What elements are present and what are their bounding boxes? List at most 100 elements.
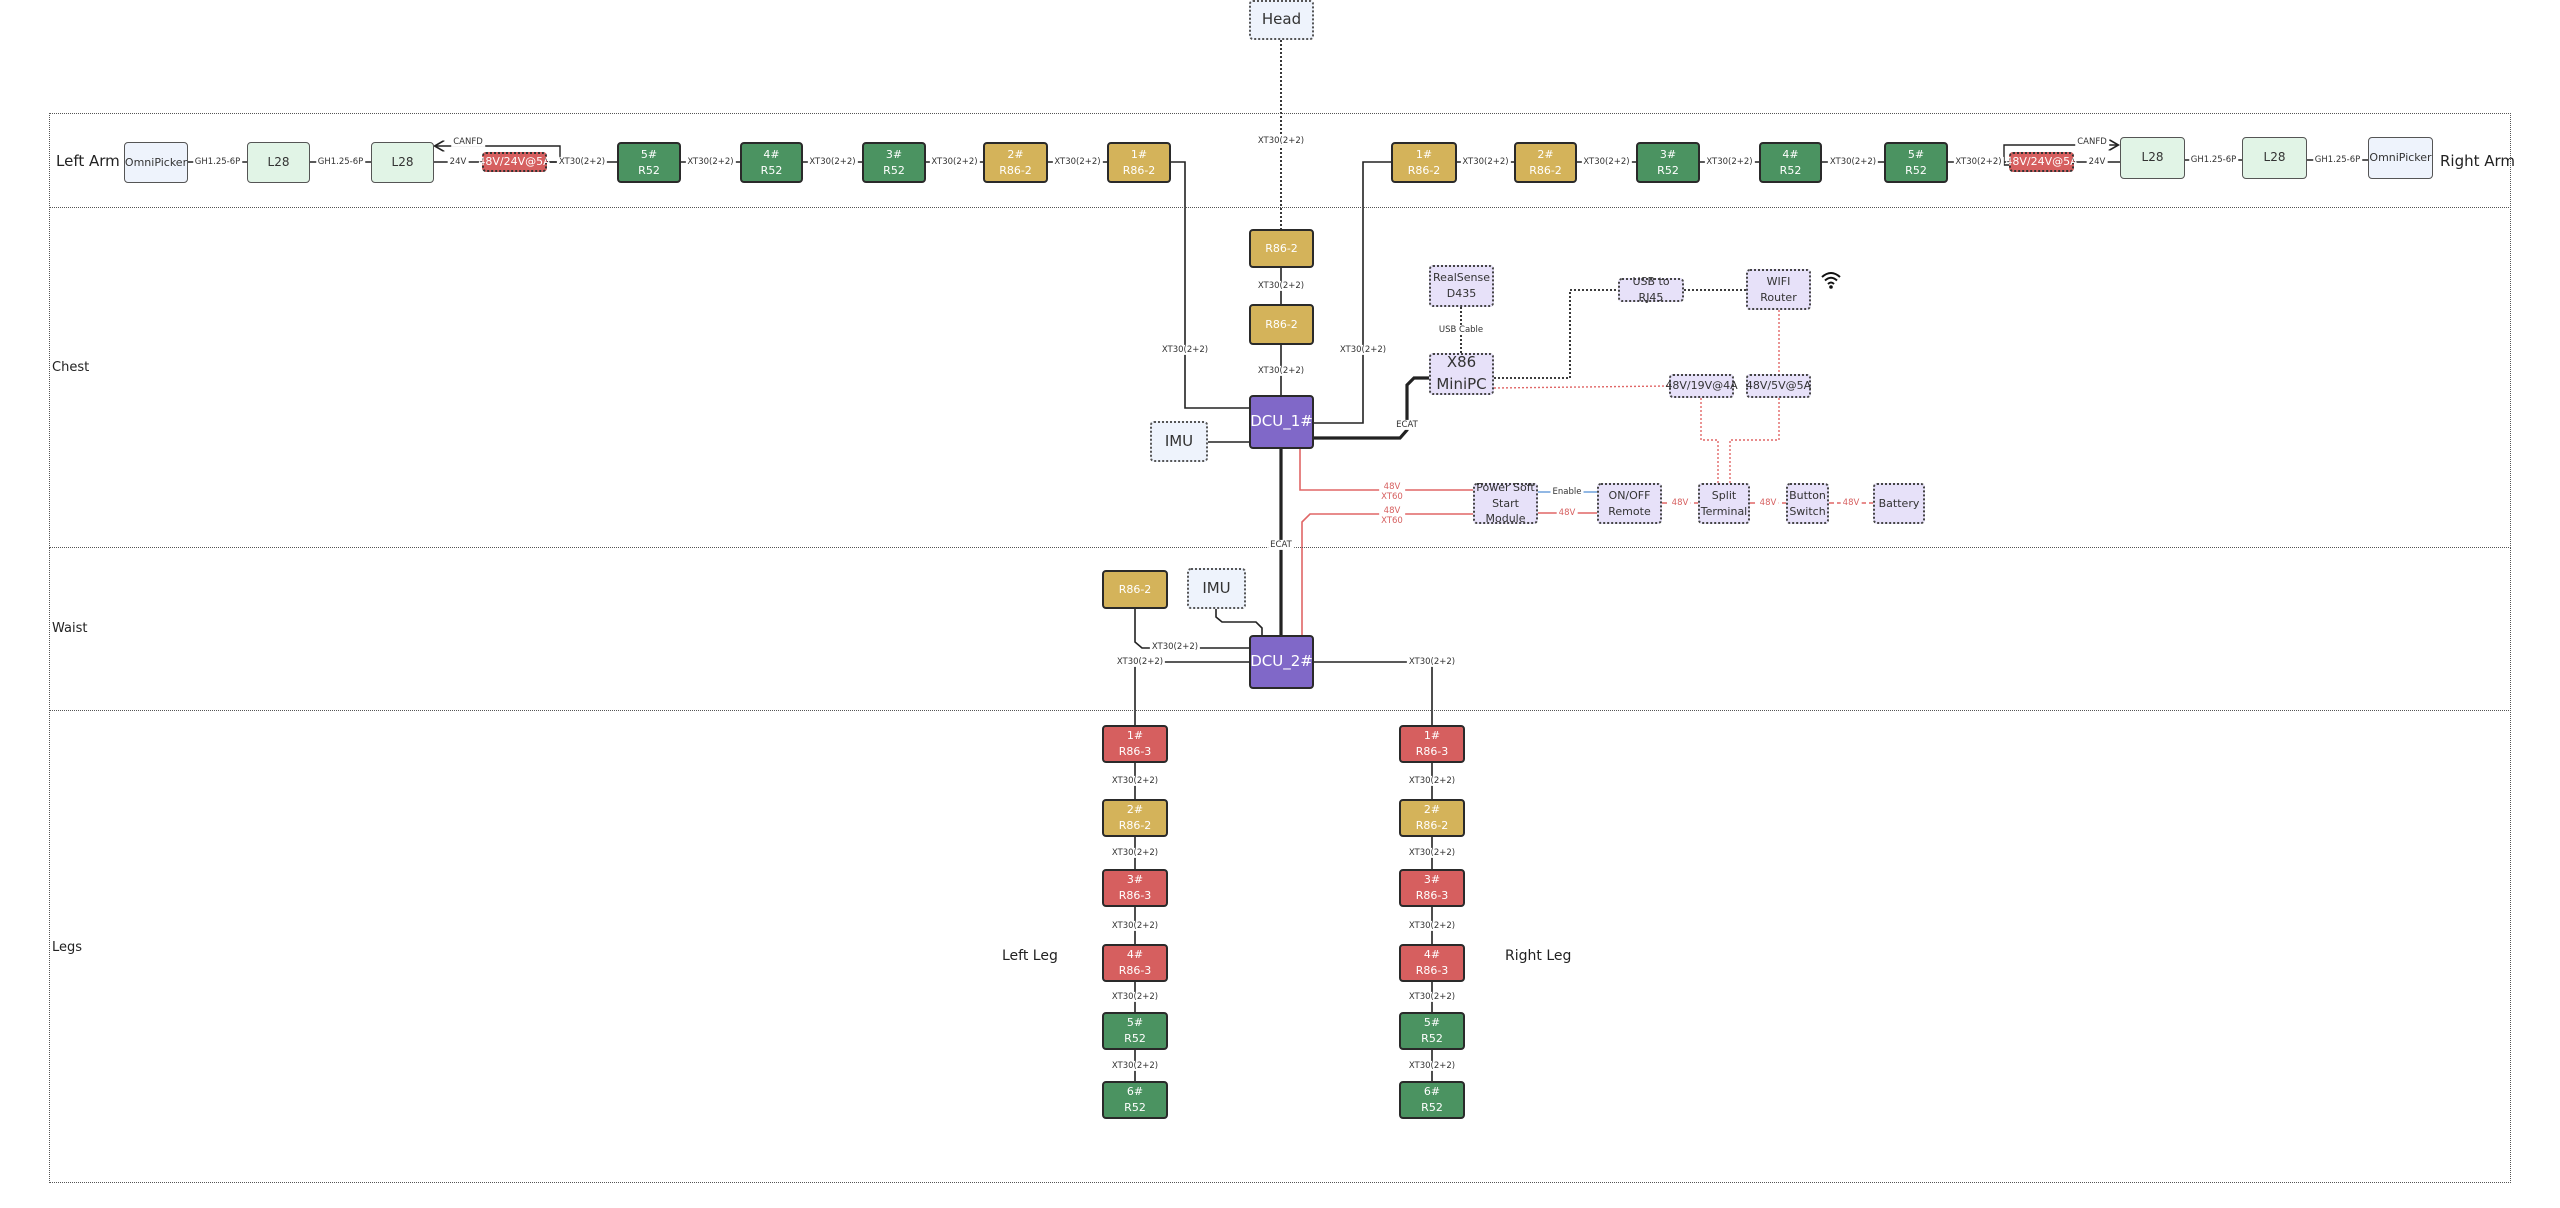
node-rl-1[interactable]: 1# R86-3 — [1399, 725, 1465, 763]
node-ra-1[interactable]: 1# R86-2 — [1391, 142, 1457, 183]
node-label: R86-3 — [1415, 889, 1449, 902]
node-label: 2# — [1423, 803, 1441, 817]
node-imu1[interactable]: IMU — [1150, 421, 1208, 462]
node-label: R52 — [883, 163, 905, 177]
connection-label-text: GH1.25-6P — [2190, 154, 2237, 165]
node-ra-omni[interactable]: OmniPicker — [2368, 137, 2433, 179]
node-onoff[interactable]: ON/OFF Remote — [1597, 483, 1662, 524]
node-label: 5# — [1126, 1016, 1144, 1030]
connection-label-text: XT30(2+2) — [558, 156, 606, 167]
node-ra-pwr[interactable]: 48V/24V@5A — [2005, 152, 2078, 172]
wire-imu2-dcu2 — [1215, 609, 1263, 635]
node-label: IMU — [1164, 431, 1194, 450]
connection-label: XT30(2+2) — [556, 156, 608, 168]
node-rl-2[interactable]: 2# R86-2 — [1399, 799, 1465, 837]
node-head[interactable]: Head — [1249, 0, 1314, 40]
node-usb[interactable]: USB to RJ45 — [1618, 275, 1684, 304]
node-label: R52 — [1124, 1032, 1146, 1045]
connection-label: 48V — [1840, 497, 1862, 509]
node-la-omni[interactable]: OmniPicker — [124, 142, 188, 183]
connection-label-text: XT30(2+2) — [1054, 156, 1101, 167]
node-ll-5[interactable]: 5# R52 — [1102, 1012, 1168, 1050]
node-label: Terminal — [1700, 504, 1748, 518]
connection-label: XT30(2+2) — [1406, 1060, 1458, 1071]
node-ra-2[interactable]: 2# R86-2 — [1514, 142, 1577, 183]
connection-label-text: 48V — [1759, 497, 1777, 508]
node-ra-l28a[interactable]: L28 — [2120, 137, 2185, 179]
connection-label-text: XT30(2+2) — [1408, 920, 1456, 931]
node-label: R86-3 — [1118, 889, 1152, 902]
node-la-3[interactable]: 3# R52 — [862, 142, 926, 183]
node-label: L28 — [267, 154, 290, 169]
wire-dcu1-soft_a — [1299, 449, 1473, 491]
node-label: 3# — [1659, 147, 1677, 161]
section-waist — [49, 547, 2511, 711]
node-label: ON/OFF — [1608, 488, 1651, 502]
connection-label-text: GH1.25-6P — [2314, 154, 2361, 165]
node-ch-r86a[interactable]: R86-2 — [1249, 229, 1314, 268]
connection-label-text: XT60 — [1381, 516, 1403, 526]
node-label: D435 — [1446, 287, 1477, 300]
node-label: OmniPicker — [124, 155, 188, 169]
node-rl-4[interactable]: 4# R86-3 — [1399, 944, 1465, 982]
connection-label: XT30(2+2) — [1827, 156, 1879, 168]
node-rl-6[interactable]: 6# R52 — [1399, 1081, 1465, 1119]
node-ra-l28b[interactable]: L28 — [2242, 137, 2307, 179]
node-label: RealSense — [1433, 271, 1490, 285]
node-ch-r86b[interactable]: R86-2 — [1249, 304, 1314, 345]
connection-label: XT30(2+2) — [1149, 641, 1201, 653]
connection-label: XT30(2+2) — [807, 156, 858, 168]
node-realsense[interactable]: RealSense D435 — [1429, 265, 1494, 307]
node-btn[interactable]: Button Switch — [1786, 483, 1829, 524]
connection-label: XT30(2+2) — [1460, 156, 1511, 168]
node-soft[interactable]: Power Soft Start Module — [1473, 481, 1538, 525]
node-ll-3[interactable]: 3# R86-3 — [1102, 869, 1168, 907]
node-batt[interactable]: Battery — [1873, 483, 1925, 524]
node-split[interactable]: Split Terminal — [1698, 483, 1750, 524]
node-ra-3[interactable]: 3# R52 — [1636, 142, 1700, 183]
node-label: IMU — [1202, 578, 1231, 597]
node-la-l28b[interactable]: L28 — [371, 142, 434, 183]
node-la-4[interactable]: 4# R52 — [740, 142, 803, 183]
node-la-l28a[interactable]: L28 — [247, 142, 310, 183]
connection-label: 24V — [2086, 156, 2108, 168]
node-la-5[interactable]: 5# R52 — [617, 142, 681, 183]
node-imu2[interactable]: IMU — [1187, 568, 1246, 609]
connection-label-text: XT30(2+2) — [1111, 991, 1159, 1002]
node-la-pwr[interactable]: 48V/24V@5A — [478, 152, 551, 172]
node-label: 1# — [1130, 147, 1148, 161]
node-label: R52 — [1905, 163, 1927, 177]
node-la-1[interactable]: 1# R86-2 — [1107, 142, 1171, 183]
node-x86[interactable]: X86 MiniPC — [1429, 353, 1494, 395]
node-la-2[interactable]: 2# R86-2 — [983, 142, 1048, 183]
node-w-r86[interactable]: R86-2 — [1102, 570, 1168, 609]
wire-x86-p19 — [1493, 385, 1670, 389]
node-ra-4[interactable]: 4# R52 — [1759, 142, 1822, 183]
connection-label-text: XT30(2+2) — [1257, 365, 1305, 376]
node-dcu2[interactable]: DCU_2# — [1249, 635, 1314, 689]
node-ll-4[interactable]: 4# R86-3 — [1102, 944, 1168, 982]
node-ll-6[interactable]: 6# R52 — [1102, 1081, 1168, 1119]
connection-label: GH1.25-6P — [2312, 154, 2363, 166]
node-ll-1[interactable]: 1# R86-3 — [1102, 725, 1168, 763]
node-p19[interactable]: 48V/19V@4A — [1665, 374, 1738, 398]
connection-label-text: GH1.25-6P — [317, 156, 364, 167]
node-dcu1[interactable]: DCU_1# — [1249, 395, 1314, 449]
connection-label-text: XT30(2+2) — [809, 156, 856, 167]
node-label: 4# — [1126, 948, 1144, 962]
node-ra-5[interactable]: 5# R52 — [1884, 142, 1948, 183]
node-rl-5[interactable]: 5# R52 — [1399, 1012, 1465, 1050]
node-ll-2[interactable]: 2# R86-2 — [1102, 799, 1168, 837]
connection-label: XT30(2+2) — [1109, 920, 1161, 931]
node-label: R52 — [1124, 1101, 1146, 1114]
node-p5[interactable]: 48V/5V@5A — [1746, 374, 1811, 398]
node-label: R52 — [638, 163, 660, 177]
node-wifi[interactable]: WIFI Router — [1746, 269, 1811, 310]
connection-label: XT30(2+2) — [1406, 991, 1458, 1003]
connection-label: ECAT — [1268, 539, 1294, 551]
node-label: R86-2 — [1415, 819, 1449, 832]
section-label-right-arm: Right Arm — [2440, 152, 2516, 170]
node-rl-3[interactable]: 3# R86-3 — [1399, 869, 1465, 907]
connection-label-text: XT30(2+2) — [1583, 156, 1630, 167]
connection-label: 48V — [1669, 497, 1691, 509]
